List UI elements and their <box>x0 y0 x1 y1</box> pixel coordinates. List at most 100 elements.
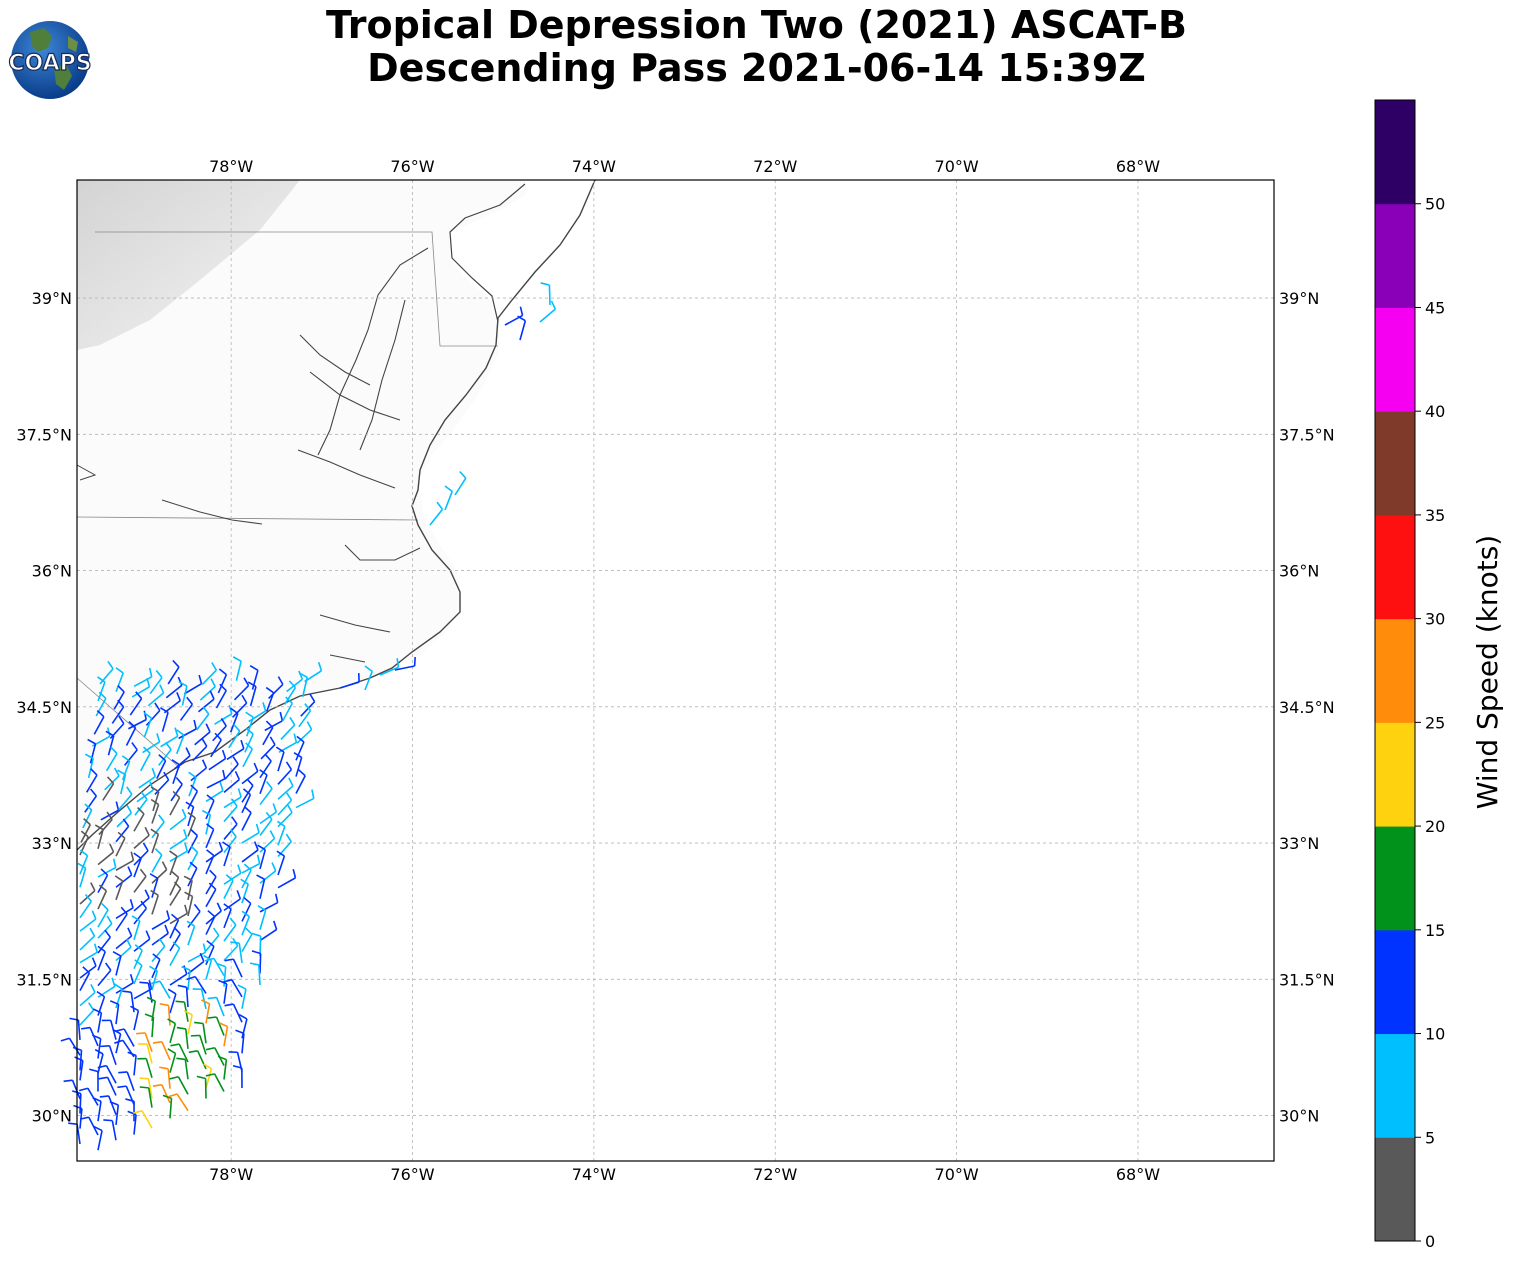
wind-barb-flag <box>202 943 207 953</box>
wind-barb-flag <box>126 786 133 795</box>
logo-text: COAPS <box>8 51 91 76</box>
wind-barb <box>169 816 187 831</box>
wind-barb <box>197 698 215 713</box>
wind-barb <box>205 959 213 980</box>
wind-barb-flag <box>396 658 400 668</box>
colorbar-tick-label: 40 <box>1425 402 1445 421</box>
colorbar-tick-label: 50 <box>1425 195 1445 214</box>
wind-barb <box>79 867 87 888</box>
wind-barb-flag <box>275 746 285 753</box>
colorbar-segment <box>1375 826 1415 931</box>
wind-barb <box>298 710 312 728</box>
wind-barb-flag <box>121 755 131 762</box>
wind-barb-flag <box>100 868 109 876</box>
wind-barb-flag <box>243 677 250 686</box>
lat-tick-label-left: 31.5°N <box>16 970 72 989</box>
wind-barb-flag <box>184 891 193 898</box>
wind-barb-flag <box>233 723 241 732</box>
wind-barb-flag <box>163 771 170 781</box>
wind-barb <box>169 850 188 863</box>
wind-barb-flag <box>204 957 215 962</box>
wind-barb <box>172 764 181 784</box>
wind-barb <box>97 890 108 910</box>
wind-barb <box>170 783 183 802</box>
wind-barb-flag <box>128 721 137 729</box>
wind-barb-flag <box>279 711 284 722</box>
wind-barb <box>149 677 163 695</box>
wind-barb-flag <box>134 959 143 967</box>
wind-barb <box>223 796 242 809</box>
wind-barb-flag <box>167 1048 176 1055</box>
wind-barb <box>187 969 191 990</box>
wind-barb <box>133 1055 137 1076</box>
wind-barb-flag <box>174 727 179 737</box>
wind-barb-flag <box>139 1077 149 1080</box>
wind-barb <box>115 913 128 932</box>
wind-barb-flag <box>206 940 215 947</box>
wind-barb <box>133 950 143 969</box>
wind-barb <box>97 985 116 998</box>
wind-barb <box>97 681 106 702</box>
wind-barb-flag <box>114 875 124 882</box>
wind-barb-flag <box>135 691 143 700</box>
wind-barb-flag <box>285 833 292 843</box>
wind-barb <box>111 1120 117 1141</box>
wind-barb-flag <box>152 953 161 961</box>
colorbar-tick-label: 0 <box>1425 1232 1435 1251</box>
wind-barb <box>115 946 132 962</box>
wind-barb <box>215 997 225 1017</box>
wind-barb-flag <box>288 680 297 689</box>
wind-barb-flag <box>243 806 252 814</box>
wind-barb-flag <box>113 767 120 777</box>
wind-barb-flag <box>214 732 222 741</box>
wind-barb <box>97 1101 102 1122</box>
wind-barb-flag <box>114 1039 124 1044</box>
wind-barb-flag <box>184 904 189 914</box>
wind-barb-flag <box>154 848 163 856</box>
wind-barb <box>251 670 259 690</box>
wind-barb-flag <box>293 752 303 759</box>
wind-barb-flag <box>169 850 178 857</box>
wind-barb <box>165 684 183 699</box>
wind-barb-flag <box>150 828 159 835</box>
wind-barb-flag <box>293 733 298 743</box>
wind-barb-flag <box>139 1086 149 1089</box>
wind-barb-flag <box>237 984 247 990</box>
wind-barb-flag <box>99 1095 109 1098</box>
wind-barb-flag <box>244 927 253 935</box>
wind-barb <box>223 778 240 793</box>
wind-barb-flag <box>190 845 199 853</box>
wind-barb-flag <box>253 762 259 772</box>
wind-barb-flag <box>262 702 267 712</box>
wind-barb <box>228 730 241 749</box>
colorbar-frame <box>1374 99 1416 1242</box>
wind-barb <box>277 751 285 772</box>
wind-barb-flag <box>152 1040 163 1044</box>
wind-barb <box>128 718 147 730</box>
wind-barb <box>265 692 275 712</box>
wind-barb <box>259 879 266 899</box>
wind-barb <box>259 774 268 795</box>
wind-barb-flag <box>218 979 228 985</box>
wind-barb <box>262 727 274 746</box>
lon-tick-label-top: 74°W <box>572 157 616 176</box>
wind-barb <box>282 702 293 722</box>
wind-barb-flag <box>159 1066 169 1070</box>
wind-barb <box>223 1059 228 1080</box>
wind-barb <box>223 898 241 912</box>
wind-barb-flag <box>190 784 198 792</box>
wind-barb <box>187 867 198 887</box>
wind-barb-flag <box>92 1097 102 1103</box>
wind-barb <box>200 989 207 1009</box>
lon-tick-label-bottom: 68°W <box>1116 1165 1160 1184</box>
wind-barb-flag <box>188 771 197 779</box>
wind-barb <box>125 727 137 746</box>
wind-barb <box>217 674 228 694</box>
wind-barb-flag <box>242 788 251 796</box>
wind-barb-flag <box>246 778 254 787</box>
wind-barb <box>105 753 118 772</box>
wind-barb <box>115 1104 120 1125</box>
wind-barb-flag <box>90 984 96 993</box>
delaware-bay-coast <box>449 183 526 323</box>
wind-barb-flag <box>209 690 215 700</box>
